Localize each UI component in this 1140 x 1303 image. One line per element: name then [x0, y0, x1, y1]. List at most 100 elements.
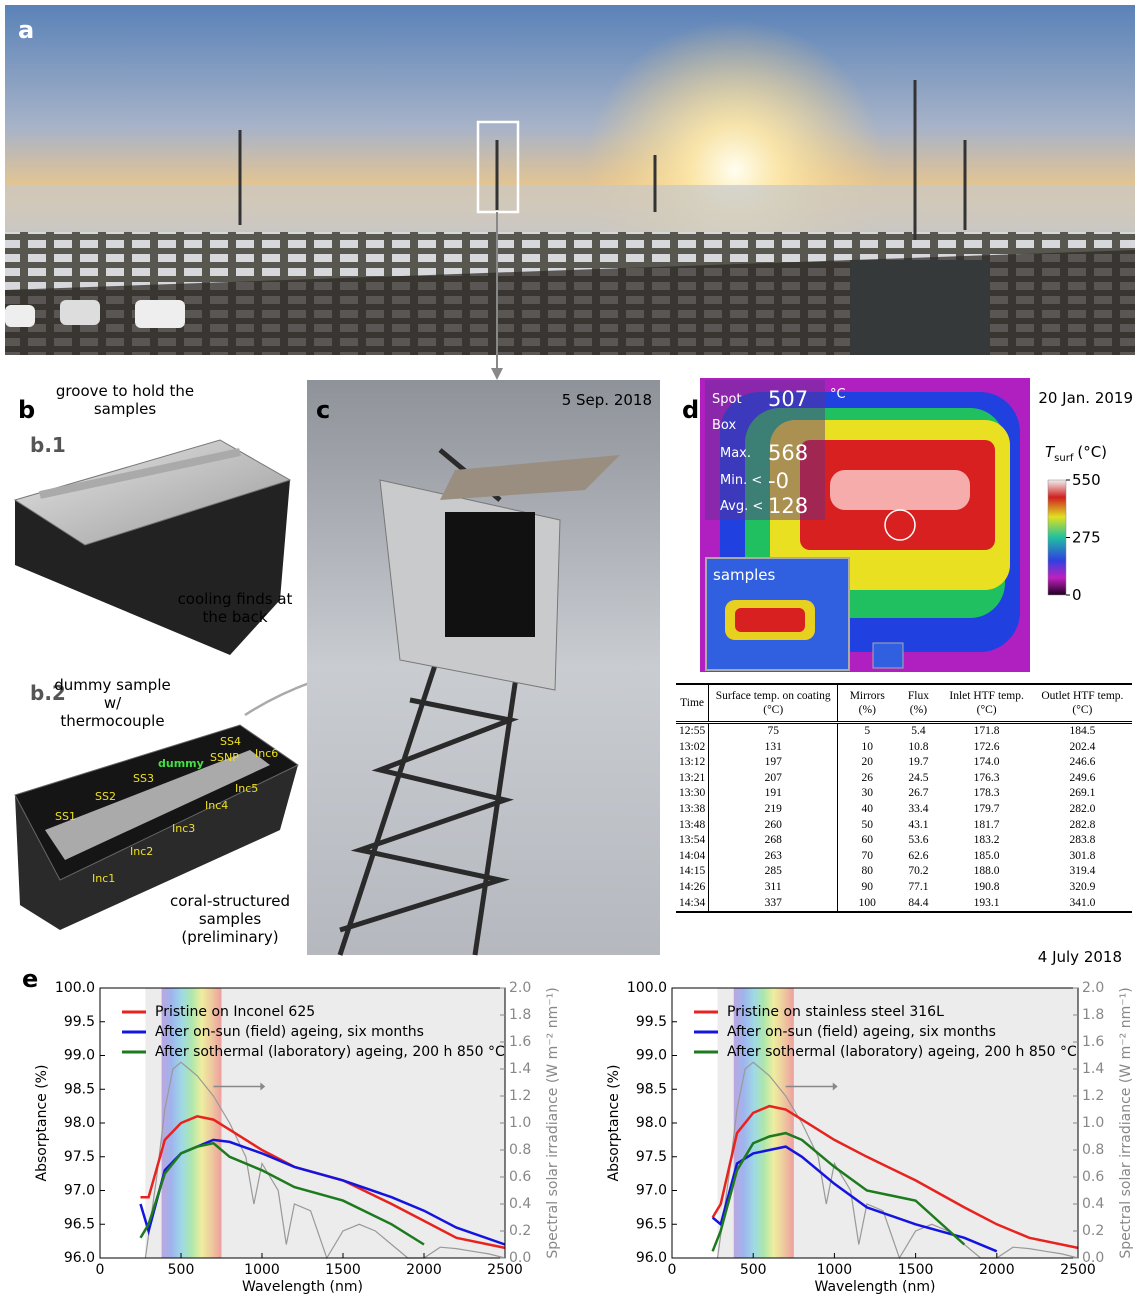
table-cell: 14:04	[676, 849, 709, 865]
table-cell: 268	[709, 833, 838, 849]
sample-label: Inc3	[172, 822, 195, 835]
table-cell: 13:12	[676, 755, 709, 771]
table-cell: 320.9	[1033, 880, 1132, 896]
table-cell: 12:55	[676, 723, 709, 740]
table-cell: 184.5	[1033, 723, 1132, 740]
x-tick-label: 500	[168, 1262, 195, 1278]
table-cell: 202.4	[1033, 740, 1132, 756]
y2-tick-label: 1.8	[509, 1007, 531, 1023]
table-cell: 40	[838, 802, 897, 818]
table-header: Flux (%)	[896, 684, 940, 723]
table-cell: 19.7	[896, 755, 940, 771]
y-tick-label: 99.5	[636, 1014, 667, 1030]
table-cell: 10.8	[896, 740, 940, 756]
table-cell: 53.6	[896, 833, 940, 849]
panel-label: a	[18, 16, 34, 44]
table-cell: 282.8	[1033, 818, 1132, 834]
table-cell: 24.5	[896, 771, 940, 787]
figure: a b b.1 b.2 c 5 Sep. 2018 d 20 Jan. 2019…	[0, 0, 1140, 1303]
x-axis-label: Wavelength (nm)	[242, 1279, 363, 1295]
overlay-text: Avg. <	[720, 499, 763, 514]
x-tick-label: 1500	[325, 1262, 361, 1278]
table-cell: 26.7	[896, 786, 940, 802]
table-cell: 179.7	[940, 802, 1032, 818]
y-tick-label: 100.0	[55, 980, 95, 996]
y2-tick-label: 0.0	[509, 1250, 531, 1266]
table-cell: 60	[838, 833, 897, 849]
x-tick-label: 1000	[817, 1262, 853, 1278]
y-tick-label: 97.0	[636, 1183, 667, 1199]
y-tick-label: 97.5	[636, 1149, 667, 1165]
table-cell: 337	[709, 896, 838, 913]
table-cell: 100	[838, 896, 897, 913]
date: 5 Sep. 2018	[562, 391, 652, 409]
x-axis-label: Wavelength (nm)	[815, 1279, 936, 1295]
annotation: dummy sample w/ thermocouple	[50, 676, 175, 730]
y2-tick-label: 0.0	[1082, 1250, 1104, 1266]
chart: 0500100015002000250096.096.597.097.598.0…	[0, 970, 570, 1303]
overlay-text: °C	[830, 387, 846, 402]
x-tick-label: 500	[740, 1262, 767, 1278]
sample-label: dummy	[158, 757, 204, 770]
y2-tick-label: 0.4	[1082, 1196, 1104, 1212]
table-header: Inlet HTF temp. (°C)	[940, 684, 1032, 723]
table-cell: 70.2	[896, 864, 940, 880]
colorbar-unit: (°C)	[1077, 443, 1107, 461]
sample-label: SS4	[220, 735, 241, 748]
table-cell: 193.1	[940, 896, 1032, 913]
table-cell: 13:54	[676, 833, 709, 849]
table-cell: 263	[709, 849, 838, 865]
legend-label: After sothermal (laboratory) ageing, 200…	[155, 1044, 505, 1060]
table-cell: 33.4	[896, 802, 940, 818]
table-cell: 50	[838, 818, 897, 834]
y-tick-label: 96.0	[64, 1250, 95, 1266]
y2-tick-label: 0.6	[509, 1169, 531, 1185]
table-cell: 178.3	[940, 786, 1032, 802]
table-cell: 188.0	[940, 864, 1032, 880]
y2-tick-label: 0.2	[509, 1223, 531, 1239]
y2-tick-label: 0.8	[1082, 1142, 1104, 1158]
y2-tick-label: 1.8	[1082, 1007, 1104, 1023]
sample-label: Inc6	[255, 747, 278, 760]
y-tick-label: 99.0	[636, 1048, 667, 1064]
annotation: groove to hold the samples	[55, 382, 195, 418]
sample-label: Inc2	[130, 845, 153, 858]
sample-label: SSNP	[210, 751, 239, 764]
overlay-value: 507	[768, 387, 808, 411]
x-tick-label: 1000	[244, 1262, 280, 1278]
panel-label: c	[316, 396, 330, 424]
overlay-text: Box	[712, 418, 736, 433]
y-tick-label: 98.0	[636, 1115, 667, 1131]
colorbar-label: Tsurf(°C)	[1045, 443, 1107, 464]
table-cell: 70	[838, 849, 897, 865]
y-tick-label: 98.5	[636, 1081, 667, 1097]
table-cell: 341.0	[1033, 896, 1132, 913]
table-cell: 285	[709, 864, 838, 880]
thermal-image	[700, 378, 1030, 672]
table-cell: 14:34	[676, 896, 709, 913]
y-tick-label: 96.5	[64, 1216, 95, 1232]
table-cell: 311	[709, 880, 838, 896]
table-cell: 14:15	[676, 864, 709, 880]
legend-label: After sothermal (laboratory) ageing, 200…	[727, 1044, 1077, 1060]
table-cell: 171.8	[940, 723, 1032, 740]
tower-photo	[307, 380, 660, 955]
field-photo	[5, 5, 1135, 355]
table-cell: 319.4	[1033, 864, 1132, 880]
table-row: 14:263119077.1190.8320.9	[676, 880, 1132, 896]
x-tick-label: 2000	[406, 1262, 442, 1278]
table-cell: 269.1	[1033, 786, 1132, 802]
overlay-value: -0	[768, 469, 789, 493]
y2-tick-label: 0.8	[509, 1142, 531, 1158]
table-header: Outlet HTF temp. (°C)	[1033, 684, 1132, 723]
sample-label: SS1	[55, 810, 76, 823]
y-tick-label: 98.0	[64, 1115, 95, 1131]
y-tick-label: 97.0	[64, 1183, 95, 1199]
y2-tick-label: 0.4	[509, 1196, 531, 1212]
colorbar-subscript: surf	[1054, 453, 1074, 464]
table-cell: 172.6	[940, 740, 1032, 756]
table-cell: 80	[838, 864, 897, 880]
annotation: coral-structured samples (preliminary)	[155, 892, 305, 946]
y2-tick-label: 1.6	[509, 1034, 531, 1050]
